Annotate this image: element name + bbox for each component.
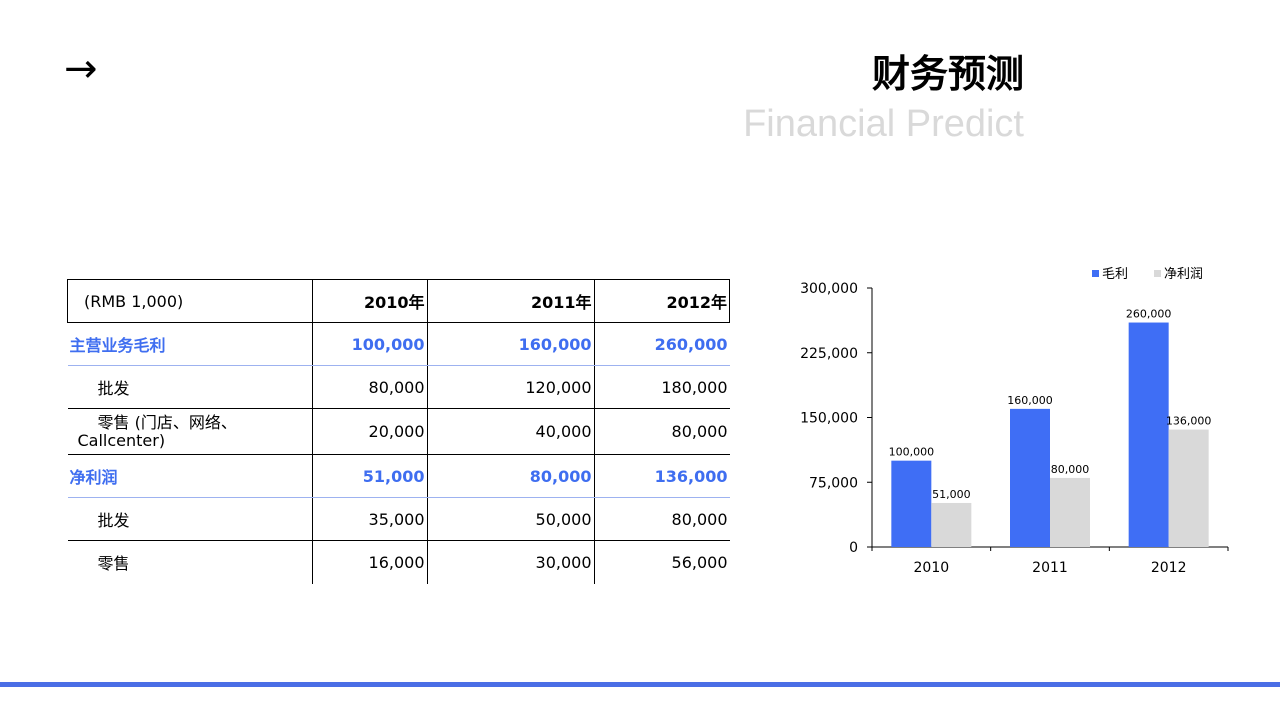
legend-swatch — [1092, 270, 1099, 277]
table-row: 批发 35,000 50,000 80,000 — [67, 497, 730, 541]
legend-swatch — [1154, 270, 1161, 277]
row-label: 零售 — [97, 554, 130, 574]
cell-value: 80,000 — [593, 408, 730, 455]
row-label-line: 零售 (门店、网络、 — [97, 412, 237, 432]
row-label: 零售 (门店、网络、 Callcenter) — [68, 409, 313, 455]
cell-value: 50,000 — [426, 497, 594, 541]
cell-value: 80,000 — [593, 497, 730, 541]
data-label: 100,000 — [889, 446, 935, 459]
cell-value: 80,000 — [426, 454, 594, 498]
unit-label: (RMB 1,000) — [67, 279, 312, 323]
cell-value: 56,000 — [593, 540, 730, 584]
table-row: 净利润 51,000 80,000 136,000 — [67, 454, 730, 498]
cell-value: 120,000 — [426, 365, 594, 409]
bar — [1050, 477, 1090, 547]
x-tick-label: 2010 — [914, 560, 950, 576]
cell-value: 100,000 — [311, 322, 427, 366]
cell-value: 51,000 — [311, 454, 427, 498]
y-tick-label: 300,000 — [800, 281, 858, 297]
table-row: 零售 16,000 30,000 56,000 — [68, 540, 730, 584]
bar — [1128, 322, 1169, 547]
financial-table: (RMB 1,000) 2010年 2011年 2012年 主营业务毛利 100… — [67, 279, 730, 584]
bar — [1168, 429, 1209, 547]
table-header-row: (RMB 1,000) 2010年 2011年 2012年 — [67, 279, 730, 323]
y-tick-label: 75,000 — [809, 475, 858, 491]
data-label: 51,000 — [932, 488, 971, 501]
data-label: 136,000 — [1166, 415, 1212, 428]
page-title: 财务预测 — [871, 52, 1024, 96]
cell-value: 16,000 — [311, 540, 427, 584]
row-label-line: Callcenter) — [77, 430, 166, 450]
bar — [931, 502, 972, 547]
table-row: 零售 (门店、网络、 Callcenter) 20,000 40,000 80,… — [68, 408, 730, 455]
bottom-accent-line — [0, 682, 1280, 687]
legend-label: 净利润 — [1164, 267, 1203, 282]
row-label: 批发 — [67, 497, 312, 541]
x-tick-label: 2012 — [1151, 560, 1187, 576]
cell-value: 136,000 — [593, 454, 730, 498]
row-label: 批发 — [67, 365, 312, 409]
year-header: 2012年 — [593, 279, 730, 323]
cell-value: 80,000 — [311, 365, 427, 409]
page-subtitle: Financial Predict — [743, 103, 1024, 145]
legend-label: 毛利 — [1102, 267, 1128, 282]
cell-value: 260,000 — [593, 322, 730, 366]
cell-value: 30,000 — [426, 540, 594, 584]
bar — [1010, 408, 1050, 547]
cell-value: 160,000 — [426, 322, 594, 366]
y-tick-label: 150,000 — [800, 411, 858, 427]
y-tick-label: 225,000 — [800, 346, 858, 362]
cell-value: 35,000 — [311, 497, 427, 541]
x-tick-label: 2011 — [1032, 560, 1068, 576]
arrow-icon: → — [64, 46, 98, 92]
table-row: 批发 80,000 120,000 180,000 — [67, 365, 730, 409]
row-label: 主营业务毛利 — [67, 322, 312, 366]
data-label: 160,000 — [1007, 394, 1053, 407]
table-row: 主营业务毛利 100,000 160,000 260,000 — [67, 322, 730, 366]
cell-value: 180,000 — [593, 365, 730, 409]
bar — [891, 460, 932, 547]
cell-value: 40,000 — [426, 408, 594, 455]
y-tick-label: 0 — [849, 540, 858, 556]
year-header: 2010年 — [311, 279, 427, 323]
data-label: 260,000 — [1126, 308, 1172, 321]
cell-value: 20,000 — [311, 408, 427, 455]
row-label: 净利润 — [67, 454, 312, 498]
year-header: 2011年 — [426, 279, 594, 323]
bar-chart: 0 75,000 150,000 225,000 300,000 100,000 51,00… — [800, 267, 1229, 576]
data-label: 80,000 — [1051, 463, 1090, 476]
